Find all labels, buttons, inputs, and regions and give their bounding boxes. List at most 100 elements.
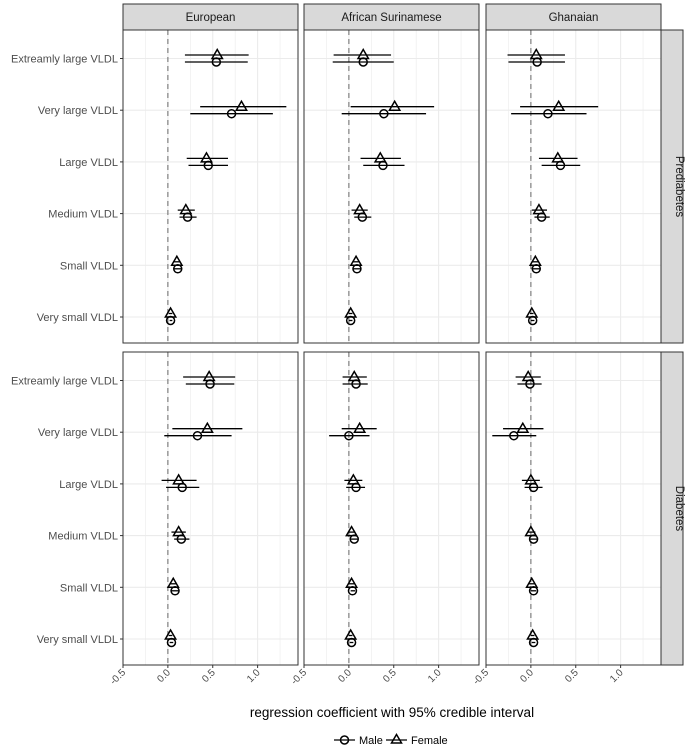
female-point-large-vldl: [551, 151, 565, 163]
legend-female-triangle-icon: [390, 733, 403, 744]
panel-diabetes-ghanaian: [492, 370, 544, 648]
column-strip-label: Ghanaian: [549, 12, 599, 24]
male-point-very-large-vldl: [379, 108, 389, 119]
male-point-extreamly-large-vldl: [525, 379, 535, 389]
marks-layer: [161, 48, 599, 648]
panel-border: [303, 351, 480, 666]
x-tick-label: 1.0: [426, 667, 444, 685]
category-label-large-vldl: Large VLDL: [59, 479, 118, 491]
x-tick-label: 1.0: [245, 667, 263, 685]
panel-prediabetes-european: [164, 48, 287, 326]
female-point-very-large-vldl: [234, 99, 248, 111]
panel-border: [485, 351, 662, 666]
male-point-medium-vldl: [349, 534, 360, 544]
male-point-large-vldl: [378, 160, 388, 171]
x-tick-label: 0.0: [518, 667, 536, 685]
male-point-extreamly-large-vldl: [351, 379, 361, 389]
male-point-large-vldl: [203, 160, 214, 171]
category-label-small-vldl: Small VLDL: [60, 260, 118, 272]
male-point-large-vldl: [351, 482, 361, 493]
x-tick-label: 0.5: [563, 667, 581, 685]
female-point-small-vldl: [166, 576, 180, 589]
female-point-extreamly-large-vldl: [356, 48, 370, 60]
male-point-very-large-vldl: [192, 430, 203, 441]
female-point-small-vldl: [170, 254, 184, 267]
x-tick-label: 0.0: [336, 667, 354, 685]
legend-male-label: Male: [359, 735, 383, 746]
category-label-small-vldl: Small VLDL: [60, 582, 118, 594]
female-point-large-vldl: [346, 473, 360, 485]
category-label-extreamly-large-vldl: Extreamly large VLDL: [11, 376, 118, 388]
legend: Male Female: [334, 733, 448, 746]
female-point-very-large-vldl: [353, 421, 367, 433]
legend-male-circle-icon: [339, 735, 350, 745]
female-point-small-vldl: [345, 576, 359, 589]
column-strip-label: African Surinamese: [341, 12, 441, 24]
female-point-large-vldl: [199, 151, 213, 163]
x-axis-title: regression coefficient with 95% credible…: [250, 705, 534, 720]
male-point-very-small-vldl: [346, 637, 357, 648]
category-label-medium-vldl: Medium VLDL: [48, 531, 118, 543]
female-point-medium-vldl: [179, 203, 193, 215]
category-label-extreamly-large-vldl: Extreamly large VLDL: [11, 54, 118, 66]
x-tick-label: -0.5: [471, 667, 491, 687]
male-point-very-large-vldl: [226, 108, 237, 119]
female-point-very-large-vldl: [388, 99, 402, 111]
male-point-extreamly-large-vldl: [211, 57, 222, 67]
x-tick-label: 0.5: [200, 667, 218, 685]
female-point-very-small-vldl: [526, 628, 540, 640]
female-point-extreamly-large-vldl: [210, 48, 224, 60]
male-point-small-vldl: [352, 264, 362, 274]
grid-layer: [122, 30, 661, 665]
female-point-very-small-vldl: [344, 306, 358, 318]
legend-item-male: Male: [334, 735, 383, 746]
male-point-medium-vldl: [528, 534, 539, 544]
male-point-medium-vldl: [536, 212, 547, 222]
category-label-very-small-vldl: Very small VLDL: [37, 312, 118, 324]
category-label-large-vldl: Large VLDL: [59, 157, 118, 169]
female-point-very-small-vldl: [164, 628, 178, 640]
panel-border: [485, 29, 662, 344]
male-point-very-small-vldl: [166, 637, 177, 648]
male-point-medium-vldl: [182, 212, 193, 222]
male-point-extreamly-large-vldl: [358, 57, 368, 67]
female-point-very-small-vldl: [525, 306, 539, 318]
panel-diabetes-african-surinamese: [329, 370, 377, 648]
male-point-very-large-vldl: [543, 108, 553, 119]
female-point-medium-vldl: [532, 203, 546, 215]
female-point-very-small-vldl: [344, 628, 358, 640]
x-tick-label: 0.5: [381, 667, 399, 685]
male-point-small-vldl: [528, 586, 539, 596]
x-tick-label: 0.0: [155, 667, 173, 685]
row-strip-label: Diabetes: [673, 486, 685, 532]
panel-diabetes-european: [161, 370, 243, 648]
male-point-very-small-vldl: [345, 315, 356, 326]
female-point-very-small-vldl: [164, 306, 178, 318]
female-point-very-large-vldl: [552, 99, 566, 111]
row-strip-prediabetes: [660, 29, 684, 344]
female-point-extreamly-large-vldl: [347, 370, 361, 382]
male-point-extreamly-large-vldl: [532, 57, 542, 67]
female-point-extreamly-large-vldl: [521, 370, 535, 382]
male-point-medium-vldl: [357, 212, 368, 222]
male-point-small-vldl: [172, 264, 183, 274]
male-point-very-small-vldl: [165, 315, 176, 326]
column-strip-ghanaian: [485, 3, 662, 31]
row-strip-label: Prediabetes: [673, 156, 685, 218]
category-label-very-large-vldl: Very large VLDL: [38, 427, 118, 439]
male-point-very-small-vldl: [527, 315, 538, 326]
female-point-very-large-vldl: [200, 421, 214, 433]
x-tick-label: -0.5: [108, 667, 128, 687]
male-point-large-vldl: [555, 160, 566, 171]
category-label-medium-vldl: Medium VLDL: [48, 209, 118, 221]
female-point-medium-vldl: [172, 525, 186, 537]
male-point-medium-vldl: [176, 534, 187, 544]
male-point-very-large-vldl: [509, 430, 519, 441]
frame-layer: European -0.5 0.0 0.5 1.0 African Surinamese -…: [11, 3, 685, 687]
x-tick-label: -0.5: [289, 667, 309, 687]
male-point-extreamly-large-vldl: [205, 379, 215, 389]
male-point-small-vldl: [347, 586, 358, 596]
female-point-extreamly-large-vldl: [529, 48, 543, 60]
female-point-small-vldl: [528, 254, 542, 267]
